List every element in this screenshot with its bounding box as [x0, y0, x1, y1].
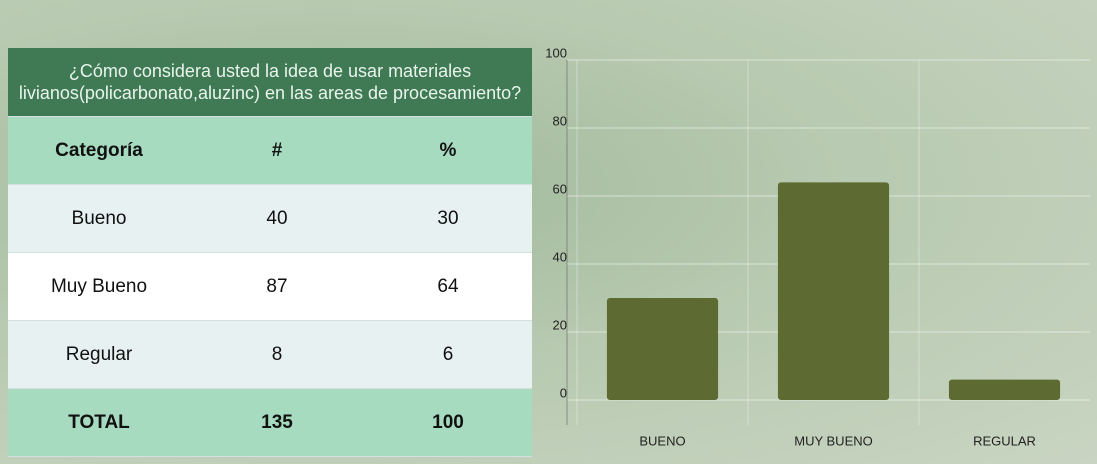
table-cell: 87	[190, 252, 364, 321]
table-row: Bueno 40 30	[8, 184, 532, 253]
table-cell: #	[190, 116, 364, 185]
table-cell: Regular	[8, 320, 190, 389]
y-tick-label: 100	[545, 45, 567, 60]
x-tick-label: REGULAR	[973, 433, 1036, 448]
table-row: Muy Bueno 87 64	[8, 252, 532, 321]
table-cell: TOTAL	[8, 388, 190, 457]
y-tick-label: 0	[560, 385, 567, 400]
table-row: TOTAL 135 100	[8, 388, 532, 457]
table-row: Categoría #%	[8, 116, 532, 185]
table-cell: 135	[190, 388, 364, 457]
table-row: Regular 8 6	[8, 320, 532, 389]
table-cell: 40	[190, 184, 364, 253]
y-tick-label: 80	[553, 113, 567, 128]
y-tick-label: 20	[553, 317, 567, 332]
y-tick-label: 40	[553, 249, 567, 264]
table-title: ¿Cómo considera usted la idea de usar ma…	[8, 48, 532, 117]
table-cell: %	[364, 116, 532, 185]
x-tick-label: BUENO	[639, 433, 685, 448]
table-cell: 6	[364, 320, 532, 389]
table-cell: Bueno	[8, 184, 190, 253]
bar	[948, 379, 1061, 400]
y-tick-label: 60	[553, 181, 567, 196]
table-cell: Categoría	[8, 116, 190, 185]
table-cell: 100	[364, 388, 532, 457]
table-cell: 8	[190, 320, 364, 389]
x-tick-label: MUY BUENO	[794, 433, 873, 448]
data-table: ¿Cómo considera usted la idea de usar ma…	[8, 48, 532, 457]
bar	[606, 298, 719, 400]
table-cell: Muy Bueno	[8, 252, 190, 321]
table-cell: 30	[364, 184, 532, 253]
table-cell: 64	[364, 252, 532, 321]
bar	[777, 182, 890, 400]
